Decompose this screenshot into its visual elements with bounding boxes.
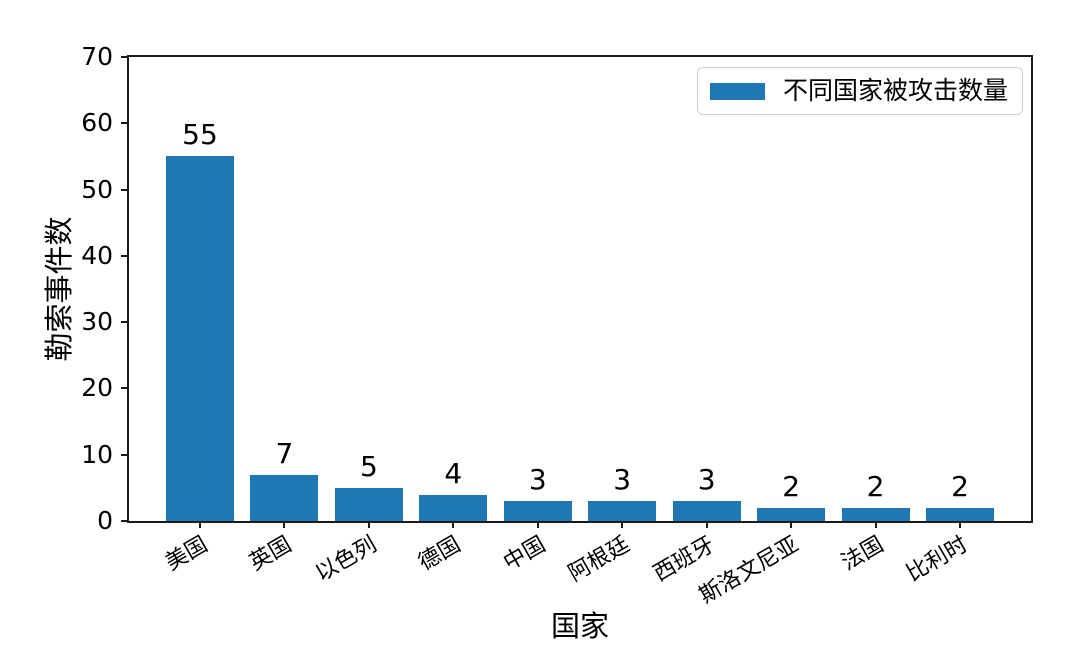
x-tick	[283, 521, 286, 528]
bar-value-label: 4	[444, 456, 463, 490]
y-tick-label: 20	[81, 373, 113, 403]
y-tick	[121, 453, 127, 456]
axes: 0 10 20 30 40 50 60 70 55 7 5 4 3 3 3 2 2 2 美国 英国 以色列 德国 中国阿…	[81, 42, 1033, 609]
y-tick	[121, 254, 127, 257]
y-tick	[121, 387, 127, 390]
x-tick	[367, 521, 370, 528]
x-tick	[199, 521, 201, 528]
y-axis-title: 勒索事件数	[42, 216, 76, 362]
x-tick-label: 阿根廷	[564, 532, 635, 587]
x-tick	[621, 521, 624, 528]
y-tick-label: 60	[81, 108, 113, 138]
x-tick	[705, 521, 708, 528]
bar	[757, 507, 826, 521]
y-tick	[121, 520, 127, 522]
y-tick-label: 40	[81, 240, 113, 270]
x-tick-label: 以色列	[311, 532, 381, 587]
x-tick-label: 英国	[245, 532, 297, 576]
bar	[334, 487, 403, 521]
bar	[926, 507, 994, 521]
bar-value-label: 7	[275, 436, 294, 470]
x-tick-label: 法国	[836, 532, 888, 576]
x-axis-title: 国家	[550, 609, 610, 643]
bar-value-label: 3	[613, 463, 632, 497]
y-tick	[121, 56, 127, 58]
bar	[503, 501, 572, 521]
bar-value-label: 2	[782, 469, 801, 503]
bar-value-label: 3	[697, 463, 716, 497]
bar	[419, 494, 488, 521]
y-tick-label: 70	[81, 42, 113, 71]
x-tick	[874, 521, 877, 528]
bar-value-label: 55	[182, 118, 218, 152]
bar	[250, 474, 319, 521]
y-tick-label: 50	[81, 174, 113, 204]
bar-value-label: 5	[359, 449, 378, 483]
bar-value-label: 3	[528, 463, 547, 497]
bar	[672, 501, 741, 521]
bar	[588, 501, 657, 521]
x-tick	[959, 521, 961, 528]
bar-value-label: 2	[866, 469, 885, 503]
x-tick-label: 比利时	[902, 532, 972, 587]
x-tick-label: 美国	[161, 532, 212, 576]
x-tick	[790, 521, 793, 528]
legend-swatch-icon	[709, 82, 765, 100]
x-tick	[452, 521, 455, 528]
x-tick-label: 中国	[499, 532, 550, 576]
legend-label: 不同国家被攻击数量	[782, 76, 1008, 105]
y-tick-label: 10	[81, 439, 113, 469]
legend: 不同国家被攻击数量	[696, 67, 1023, 115]
bar	[166, 156, 234, 521]
y-tick-label: 0	[97, 506, 113, 535]
x-tick-label: 德国	[414, 532, 466, 576]
y-tick	[121, 188, 127, 191]
bar-value-label: 2	[951, 469, 969, 503]
y-tick	[121, 122, 127, 125]
y-tick	[121, 321, 127, 324]
bar	[841, 507, 910, 521]
y-tick-label: 30	[81, 307, 113, 337]
x-tick	[536, 521, 539, 528]
